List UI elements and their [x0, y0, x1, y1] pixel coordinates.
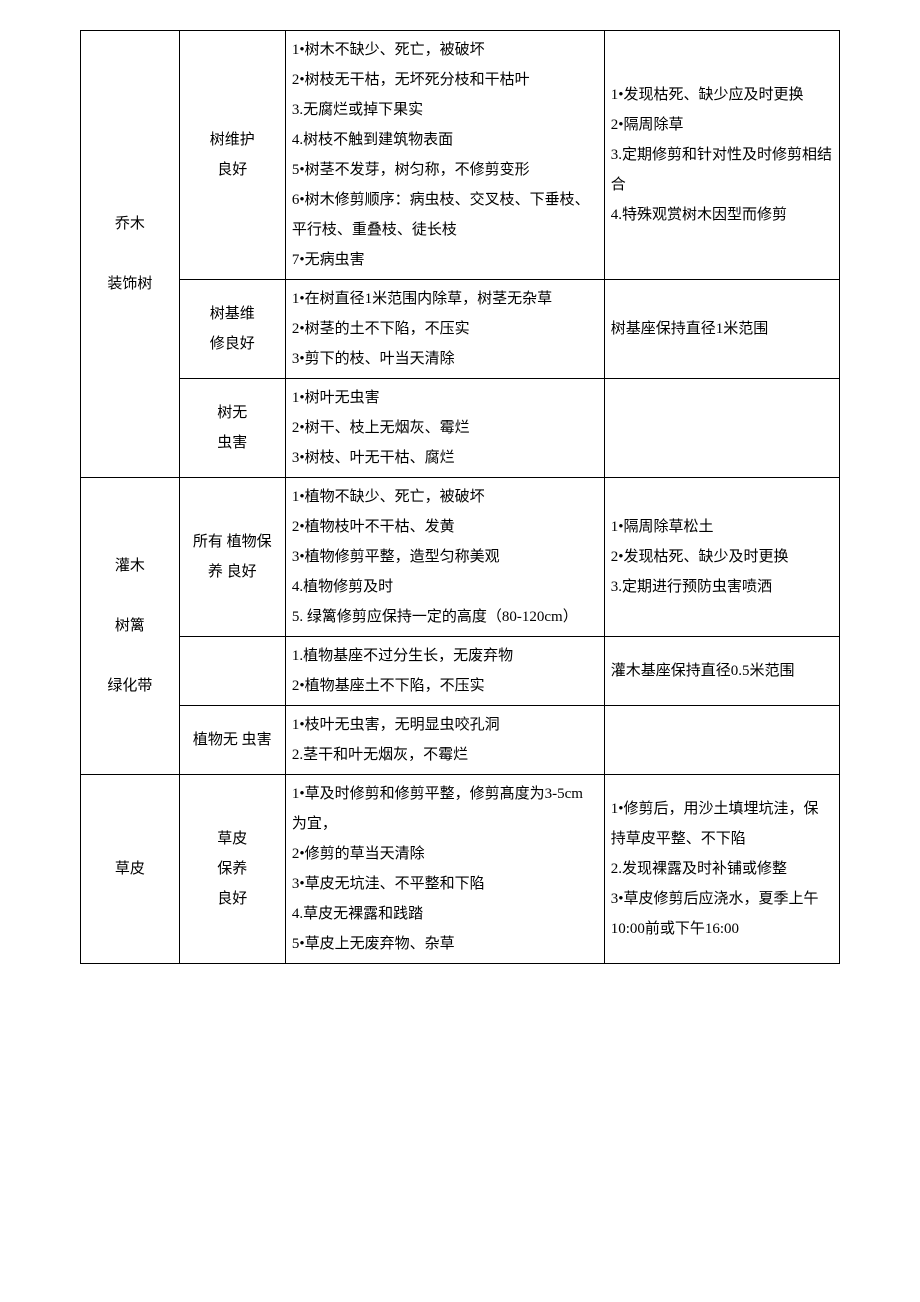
item-cell: 树维护良好 [179, 31, 285, 280]
item-cell: 所有 植物保养 良好 [179, 478, 285, 637]
category-cell: 草皮 [81, 775, 180, 964]
note-cell: 1•隔周除草松土2•发现枯死、缺少及时更换3.定期进行预防虫害喷洒 [604, 478, 839, 637]
item-cell [179, 637, 285, 706]
standard-cell: 1•树木不缺少、死亡，被破坏2•树枝无干枯，无坏死分枝和干枯叶3.无腐烂或掉下果… [285, 31, 604, 280]
standard-cell: 1•植物不缺少、死亡，被破坏2•植物枝叶不干枯、发黄3•植物修剪平整，造型匀称美… [285, 478, 604, 637]
note-cell [604, 706, 839, 775]
item-cell: 树基维修良好 [179, 280, 285, 379]
table-row: 树基维修良好1•在树直径1米范围内除草，树茎无杂草2•树茎的土不下陷，不压实3•… [81, 280, 840, 379]
item-cell: 树无虫害 [179, 379, 285, 478]
table-row: 乔木装饰树树维护良好1•树木不缺少、死亡，被破坏2•树枝无干枯，无坏死分枝和干枯… [81, 31, 840, 280]
note-cell: 1•发现枯死、缺少应及时更换2•隔周除草3.定期修剪和针对性及时修剪相结合4.特… [604, 31, 839, 280]
standard-cell: 1•在树直径1米范围内除草，树茎无杂草2•树茎的土不下陷，不压实3•剪下的枝、叶… [285, 280, 604, 379]
standard-cell: 1•草及时修剪和修剪平整，修剪髙度为3-5cm为宜，2•修剪的草当天清除3•草皮… [285, 775, 604, 964]
table-row: 植物无 虫害1•枝叶无虫害，无明显虫咬孔洞2.茎干和叶无烟灰，不霉烂 [81, 706, 840, 775]
category-cell: 乔木装饰树 [81, 31, 180, 478]
standard-cell: 1•树叶无虫害2•树干、枝上无烟灰、霉烂3•树枝、叶无干枯、腐烂 [285, 379, 604, 478]
table-row: 树无虫害1•树叶无虫害2•树干、枝上无烟灰、霉烂3•树枝、叶无干枯、腐烂 [81, 379, 840, 478]
table-row: 灌木树篱绿化带所有 植物保养 良好1•植物不缺少、死亡，被破坏2•植物枝叶不干枯… [81, 478, 840, 637]
table-row: 1.植物基座不过分生长，无废弃物2•植物基座土不下陷，不压实灌木基座保持直径0.… [81, 637, 840, 706]
note-cell: 1•修剪后，用沙土填埋坑洼，保持草皮平整、不下陷2.发现裸露及时补铺或修整3•草… [604, 775, 839, 964]
maintenance-standards-table: 乔木装饰树树维护良好1•树木不缺少、死亡，被破坏2•树枝无干枯，无坏死分枝和干枯… [80, 30, 840, 964]
note-cell: 灌木基座保持直径0.5米范围 [604, 637, 839, 706]
item-cell: 植物无 虫害 [179, 706, 285, 775]
category-cell: 灌木树篱绿化带 [81, 478, 180, 775]
standard-cell: 1.植物基座不过分生长，无废弃物2•植物基座土不下陷，不压实 [285, 637, 604, 706]
standard-cell: 1•枝叶无虫害，无明显虫咬孔洞2.茎干和叶无烟灰，不霉烂 [285, 706, 604, 775]
note-cell [604, 379, 839, 478]
table-row: 草皮草皮保养良好1•草及时修剪和修剪平整，修剪髙度为3-5cm为宜，2•修剪的草… [81, 775, 840, 964]
note-cell: 树基座保持直径1米范围 [604, 280, 839, 379]
item-cell: 草皮保养良好 [179, 775, 285, 964]
